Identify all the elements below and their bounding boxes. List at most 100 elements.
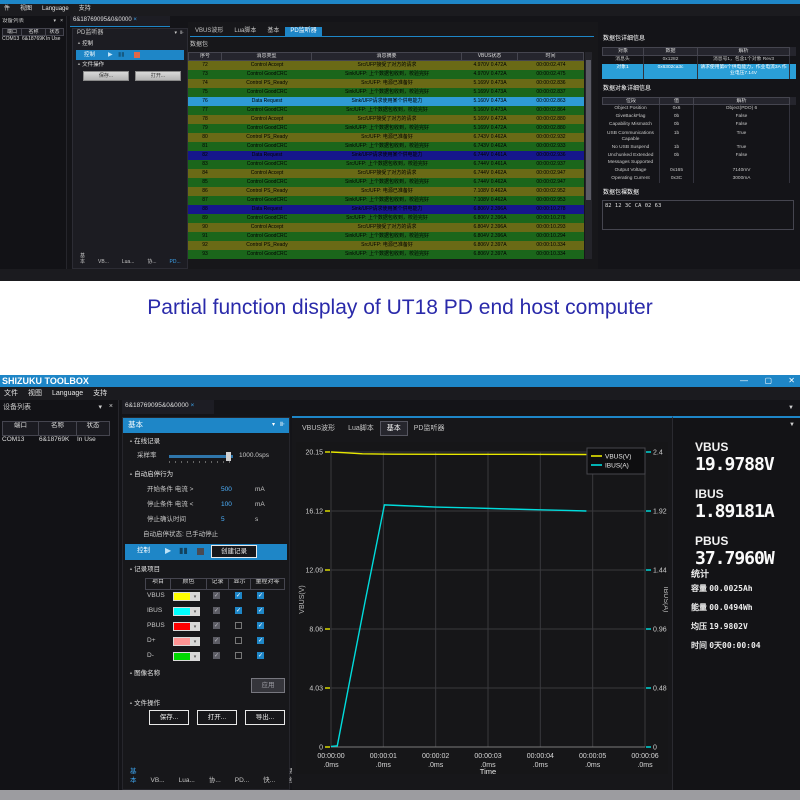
detail-row[interactable]: GiveBackFlag0bFalse — [602, 113, 796, 121]
table-row[interactable]: 81Control GoodCRCSink/UFP: 上个数据包收到，校验完好6… — [188, 142, 584, 151]
table-row[interactable]: 92Control PS_ReadySrc/UFP: 电源已准备好6.806V … — [188, 241, 584, 250]
tab-close-icon[interactable]: × — [133, 17, 137, 23]
close-icon[interactable]: × — [60, 18, 63, 24]
tab-close-icon[interactable]: × — [190, 402, 194, 409]
table-row[interactable]: 85Control GoodCRCSink/UFP: 上个数据包收到，校验完好6… — [188, 178, 584, 187]
panel-tab[interactable]: 协... — [142, 258, 161, 266]
file-button[interactable]: 保存... — [83, 71, 129, 81]
table-row[interactable]: 90Control AcceptSrc/UFP接受了对方的请求6.804V 2.… — [188, 223, 584, 232]
panel-tab[interactable]: 协... — [204, 776, 226, 786]
apply-button[interactable]: 应用 — [251, 678, 285, 693]
chevron-down-icon[interactable]: ▾ — [53, 18, 56, 24]
menu-item[interactable]: Language — [42, 6, 69, 13]
document-tab[interactable]: 6&18769095&0&0000 × — [70, 16, 170, 27]
sample-rate-slider[interactable] — [169, 455, 233, 458]
show-checkbox[interactable] — [235, 622, 242, 629]
menu-item[interactable]: 件 — [4, 6, 10, 13]
pause-icon[interactable]: ▮▮ — [179, 546, 188, 555]
detail-row[interactable]: 对象10x6302ca3c请求使用第6个供电能力，作业电流3A 作业电压7.14… — [602, 64, 796, 78]
detail-row[interactable]: No USB Suspend1bTrue — [602, 144, 796, 152]
detail-row[interactable]: Output Voltage0x1657140mV — [602, 167, 796, 175]
color-swatch[interactable] — [173, 592, 191, 601]
view-tab[interactable]: 基本 — [262, 27, 284, 36]
table-row[interactable]: 80Control PS_ReadySrc/UFP: 电源已准备好6.743V … — [188, 133, 584, 142]
table-row[interactable]: 73Control GoodCRCSink/UFP: 上个数据包收到，校验完好4… — [188, 70, 584, 79]
record-checkbox[interactable] — [213, 622, 220, 629]
panel-tab[interactable]: Lua... — [174, 776, 200, 786]
device-row[interactable]: COM136&18769KIn Use — [2, 36, 64, 44]
panel-tab[interactable]: VB... — [93, 258, 114, 266]
menu-item[interactable]: 视图 — [28, 389, 42, 398]
chevron-down-icon[interactable]: ▾ — [174, 30, 177, 36]
create-record-button[interactable]: 创建记录 — [211, 545, 257, 558]
table-row[interactable]: 82Data RequestSink/UFP请求使用某个供电能力6.744V 0… — [188, 151, 584, 160]
condition-value[interactable]: 100 — [221, 501, 232, 509]
zero-checkbox[interactable] — [257, 622, 264, 629]
condition-value[interactable]: 500 — [221, 486, 232, 494]
device-row[interactable]: COM136&18769KIn Use — [2, 436, 110, 450]
menu-item[interactable]: Language — [52, 389, 83, 398]
chevron-down-icon[interactable]: ▾ — [98, 403, 102, 411]
swatch-dropdown-icon[interactable]: ▾ — [191, 607, 200, 616]
show-checkbox[interactable] — [235, 652, 242, 659]
table-row[interactable]: 89Control GoodCRCSrc/UFP: 上个数据包收到，校验完好6.… — [188, 214, 584, 223]
panel-tab[interactable]: VB... — [146, 776, 170, 786]
chevron-down-icon[interactable]: ▼ — [789, 422, 795, 428]
table-row[interactable]: 84Control AcceptSrc/UFP接受了对方的请求6.744V 0.… — [188, 169, 584, 178]
detail-row[interactable]: Unchunked Extended Messages Supported0bF… — [602, 152, 796, 166]
swatch-dropdown-icon[interactable]: ▾ — [191, 622, 200, 631]
swatch-dropdown-icon[interactable]: ▾ — [191, 652, 200, 661]
menu-item[interactable]: 支持 — [79, 6, 91, 13]
view-tab[interactable]: Lua脚本 — [229, 27, 261, 36]
document-tab[interactable]: 6&18769095&0&0000 × — [122, 400, 214, 414]
chevron-down-icon[interactable]: ▼ — [788, 405, 794, 411]
view-tab[interactable]: VBUS波形 — [296, 422, 341, 435]
table-row[interactable]: 76Data RequestSink/UFP请求使用某个供电能力5.160V 0… — [188, 97, 584, 106]
record-checkbox[interactable] — [213, 592, 220, 599]
color-swatch[interactable] — [173, 607, 191, 616]
panel-tab[interactable]: PD... — [230, 776, 254, 786]
file-button[interactable]: 打开... — [197, 710, 237, 725]
record-checkbox[interactable] — [213, 637, 220, 644]
menu-item[interactable]: 支持 — [93, 389, 107, 398]
color-swatch[interactable] — [173, 652, 191, 661]
zero-checkbox[interactable] — [257, 637, 264, 644]
scrollbar[interactable] — [585, 52, 592, 259]
detail-row[interactable]: USB Communications Capable1bTrue — [602, 130, 796, 144]
close-icon[interactable]: ✕ — [788, 376, 795, 385]
view-tab[interactable]: Lua脚本 — [342, 422, 380, 435]
play-icon[interactable]: ▶ — [108, 51, 113, 58]
swatch-dropdown-icon[interactable]: ▾ — [191, 592, 200, 601]
detail-row[interactable]: Object Position0x6Object(PDO) 6 — [602, 105, 796, 113]
zero-checkbox[interactable] — [257, 652, 264, 659]
condition-value[interactable]: 5 — [221, 516, 225, 524]
panel-tab[interactable]: PD... — [165, 258, 186, 266]
table-row[interactable]: 87Control GoodCRCSink/UFP: 上个数据包收到，校验完好7… — [188, 196, 584, 205]
view-tab[interactable]: 基本 — [381, 422, 407, 435]
view-tab[interactable]: VBUS波形 — [190, 27, 228, 36]
zero-checkbox[interactable] — [257, 607, 264, 614]
slider-handle[interactable] — [226, 452, 231, 461]
table-row[interactable]: 79Control GoodCRCSink/UFP: 上个数据包收到，校验完好5… — [188, 124, 584, 133]
panel-tab[interactable]: Lua... — [117, 258, 140, 266]
detail-row[interactable]: Capability Mismatch0bFalse — [602, 121, 796, 129]
chevron-down-icon[interactable]: ▾ — [272, 421, 275, 428]
menu-item[interactable]: 文件 — [4, 389, 18, 398]
color-swatch[interactable] — [173, 622, 191, 631]
zero-checkbox[interactable] — [257, 592, 264, 599]
stop-icon[interactable] — [134, 52, 140, 58]
close-icon[interactable]: × — [109, 403, 113, 410]
table-row[interactable]: 72Control AcceptSrc/UFP接受了对方的请求4.970V 0.… — [188, 61, 584, 70]
color-swatch[interactable] — [173, 637, 191, 646]
show-checkbox[interactable] — [235, 637, 242, 644]
maximize-icon[interactable]: ▢ — [764, 376, 772, 385]
show-checkbox[interactable] — [235, 607, 242, 614]
file-button[interactable]: 导出... — [245, 710, 285, 725]
detail-row[interactable]: Operating Current0x3C3000mA — [602, 175, 796, 183]
stop-icon[interactable] — [197, 548, 204, 555]
view-tab[interactable]: PD监听器 — [408, 422, 451, 435]
pause-icon[interactable]: ▮▮ — [118, 51, 125, 58]
table-row[interactable]: 75Control GoodCRCSink/UFP: 上个数据包收到，校验完好5… — [188, 88, 584, 97]
play-icon[interactable]: ▶ — [165, 546, 171, 555]
table-row[interactable]: 86Control PS_ReadySrc/UFP: 电源已准备好7.108V … — [188, 187, 584, 196]
